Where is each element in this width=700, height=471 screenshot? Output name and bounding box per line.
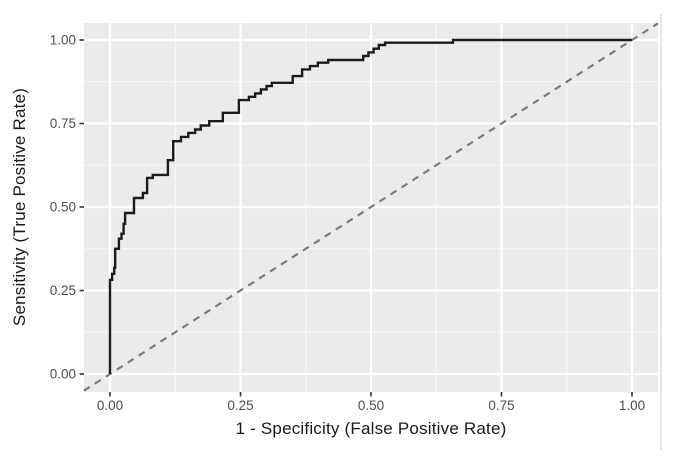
- y-tick-label: 0.50: [50, 200, 76, 215]
- y-tick-label: 0.00: [50, 367, 76, 382]
- x-tick-label: 0.75: [488, 398, 514, 413]
- y-tick-label: 1.00: [50, 33, 76, 48]
- chance-diagonal-line: [83, 22, 659, 392]
- pane-edge-line: [660, 14, 662, 450]
- roc-curve: [108, 38, 632, 374]
- y-tick-label: 0.75: [50, 116, 76, 131]
- y-axis-title: Sensitivity (True Positive Rate): [10, 87, 29, 327]
- x-tick-label: 0.25: [227, 398, 253, 413]
- x-tick-label: 1.00: [619, 398, 645, 413]
- y-tick-label: 0.25: [50, 283, 76, 298]
- x-tick-label: 0.50: [358, 398, 384, 413]
- x-tick-label: 0.00: [97, 398, 123, 413]
- x-axis-title: 1 - Specificity (False Positive Rate): [235, 419, 507, 438]
